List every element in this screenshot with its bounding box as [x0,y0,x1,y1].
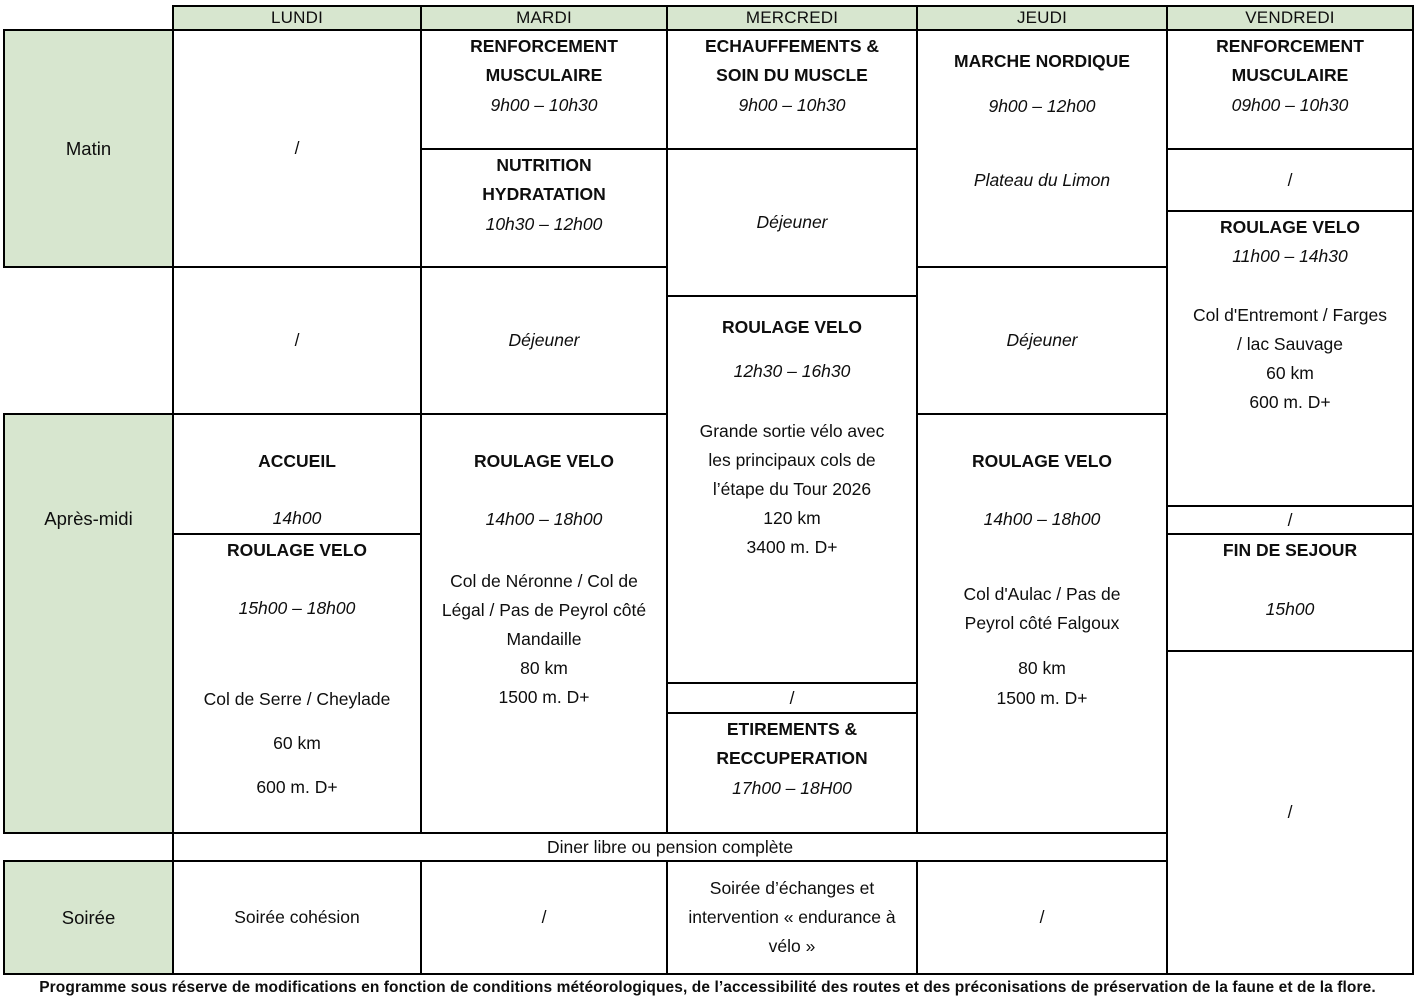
slash-placeholder: / [1287,802,1293,822]
activity-title: RENFORCEMENT MUSCULAIRE [1216,36,1364,85]
activity-description: Grande sortie vélo avec les principaux c… [699,421,885,499]
activity-location: Plateau du Limon [973,170,1111,190]
slash-placeholder: / [294,330,300,350]
day-header-label: LUNDI [270,8,323,27]
slash-placeholder: / [789,687,795,708]
row-label-matin: Matin [3,29,174,268]
activity-title: ROULAGE VELO [226,540,367,560]
cell-vendredi-soiree: / [1166,650,1414,975]
activity-route: Col d'Entremont / Farges / lac Sauvage [1193,305,1387,354]
day-header-label: MERCREDI [745,8,839,27]
slash-placeholder: / [541,907,547,927]
activity-route: Col de Néronne / Col de Légal / Pas de P… [441,571,647,649]
cell-lundi-roulage: ROULAGE VELO 15h00 – 18h00 Col de Serre … [172,533,422,834]
day-header-mardi: MARDI [420,5,668,31]
activity-title: ROULAGE VELO [473,451,614,471]
cell-mercredi-echauffements: ECHAUFFEMENTS & SOIN DU MUSCLE 9h00 – 10… [666,29,918,150]
lunch-label: Déjeuner [508,330,580,350]
activity-title: NUTRITION HYDRATATION [482,155,606,204]
cell-vendredi-slash-1: / [1166,148,1414,212]
cell-mercredi-soiree: Soirée d’échanges et intervention « endu… [666,860,918,975]
cell-vendredi-slash-2: / [1166,505,1414,535]
activity-time: 14h00 – 18h00 [983,509,1101,529]
cell-mercredi-slash: / [666,682,918,714]
day-header-label: JEUDI [1016,8,1068,27]
cell-mardi-dejeuner: Déjeuner [420,266,668,415]
activity-time: 9h00 – 10h30 [490,95,598,115]
cell-jeudi-marche: MARCHE NORDIQUE 9h00 – 12h00 Plateau du … [916,29,1168,268]
activity-title: MARCHE NORDIQUE [954,51,1130,71]
lunch-label: Déjeuner [1006,330,1078,350]
cell-lundi-midi: / [172,266,422,415]
slash-placeholder: / [1039,907,1045,927]
day-header-mercredi: MERCREDI [666,5,918,31]
cell-mardi-roulage: ROULAGE VELO 14h00 – 18h00 Col de Néronn… [420,413,668,834]
activity-elevation: 600 m. D+ [256,777,338,797]
cell-mardi-renforcement: RENFORCEMENT MUSCULAIRE 9h00 – 10h30 [420,29,668,150]
activity-elevation: 3400 m. D+ [746,537,838,557]
activity-title: ROULAGE VELO [721,317,862,337]
day-header-label: VENDREDI [1245,8,1335,27]
activity-time: 15h00 – 18h00 [238,598,356,618]
day-header-lundi: LUNDI [172,5,422,31]
activity-time: 11h00 – 14h30 [1232,246,1348,266]
activity-title: ETIREMENTS & RECCUPERATION [716,719,868,768]
activity-route: Col d'Aulac / Pas de Peyrol côté Falgoux [963,584,1121,633]
activity-distance: 80 km [1018,658,1066,678]
cell-vendredi-roulage: ROULAGE VELO 11h00 – 14h30 Col d'Entremo… [1166,210,1414,507]
evening-activity: Soirée d’échanges et intervention « endu… [688,878,896,956]
cell-vendredi-renforcement: RENFORCEMENT MUSCULAIRE 09h00 – 10h30 [1166,29,1414,150]
activity-time: 9h00 – 12h00 [988,96,1096,116]
day-header-vendredi: VENDREDI [1166,5,1414,31]
activity-time: 14h00 [272,508,322,528]
activity-distance: 120 km [763,508,821,528]
activity-elevation: 600 m. D+ [1249,392,1331,412]
activity-route: Col de Serre / Cheylade [203,689,391,709]
dinner-label: Diner libre ou pension complète [546,836,794,857]
cell-lundi-matin: / [172,29,422,268]
cell-mardi-nutrition: NUTRITION HYDRATATION 10h30 – 12h00 [420,148,668,268]
activity-time: 14h00 – 18h00 [485,509,603,529]
activity-title: ECHAUFFEMENTS & SOIN DU MUSCLE [704,36,880,85]
cell-jeudi-roulage: ROULAGE VELO 14h00 – 18h00 Col d'Aulac /… [916,413,1168,834]
slash-placeholder: / [294,138,300,158]
activity-elevation: 1500 m. D+ [996,688,1088,708]
day-header-label: MARDI [516,8,572,27]
slash-placeholder: / [1287,509,1293,530]
activity-title: ROULAGE VELO [971,451,1112,471]
activity-time: 9h00 – 10h30 [738,95,846,115]
cell-lundi-soiree: Soirée cohésion [172,860,422,975]
cell-jeudi-soiree: / [916,860,1168,975]
activity-distance: 60 km [1266,363,1314,383]
cell-mardi-soiree: / [420,860,668,975]
activity-time: 15h00 [1265,599,1315,619]
cell-diner-row: Diner libre ou pension complète [172,832,1168,862]
activity-time: 09h00 – 10h30 [1231,95,1349,115]
activity-time: 12h30 – 16h30 [733,361,851,381]
lunch-label: Déjeuner [756,212,828,232]
cell-jeudi-dejeuner: Déjeuner [916,266,1168,415]
day-header-jeudi: JEUDI [916,5,1168,31]
footer-disclaimer: Programme sous réserve de modifications … [39,979,1376,996]
activity-distance: 80 km [520,658,568,678]
row-label-apres-midi: Après-midi [3,413,174,834]
row-label-soiree: Soirée [3,860,174,975]
activity-time: 10h30 – 12h00 [485,214,603,234]
cell-vendredi-fin: FIN DE SEJOUR 15h00 [1166,533,1414,652]
activity-time: 17h00 – 18H00 [732,778,852,798]
activity-title: ROULAGE VELO [1219,217,1360,237]
cell-lundi-accueil: ACCUEIL 14h00 [172,413,422,535]
cell-mercredi-roulage: ROULAGE VELO 12h30 – 16h30 Grande sortie… [666,295,918,684]
cell-mercredi-etirements: ETIREMENTS & RECCUPERATION 17h00 – 18H00 [666,712,918,834]
activity-distance: 60 km [273,733,321,753]
activity-elevation: 1500 m. D+ [498,687,590,707]
activity-title: ACCUEIL [258,451,336,471]
slash-placeholder: / [1287,169,1293,190]
activity-title: FIN DE SEJOUR [1222,540,1358,560]
evening-activity: Soirée cohésion [234,907,360,927]
cell-mercredi-dejeuner: Déjeuner [666,148,918,297]
activity-title: RENFORCEMENT MUSCULAIRE [470,36,618,85]
